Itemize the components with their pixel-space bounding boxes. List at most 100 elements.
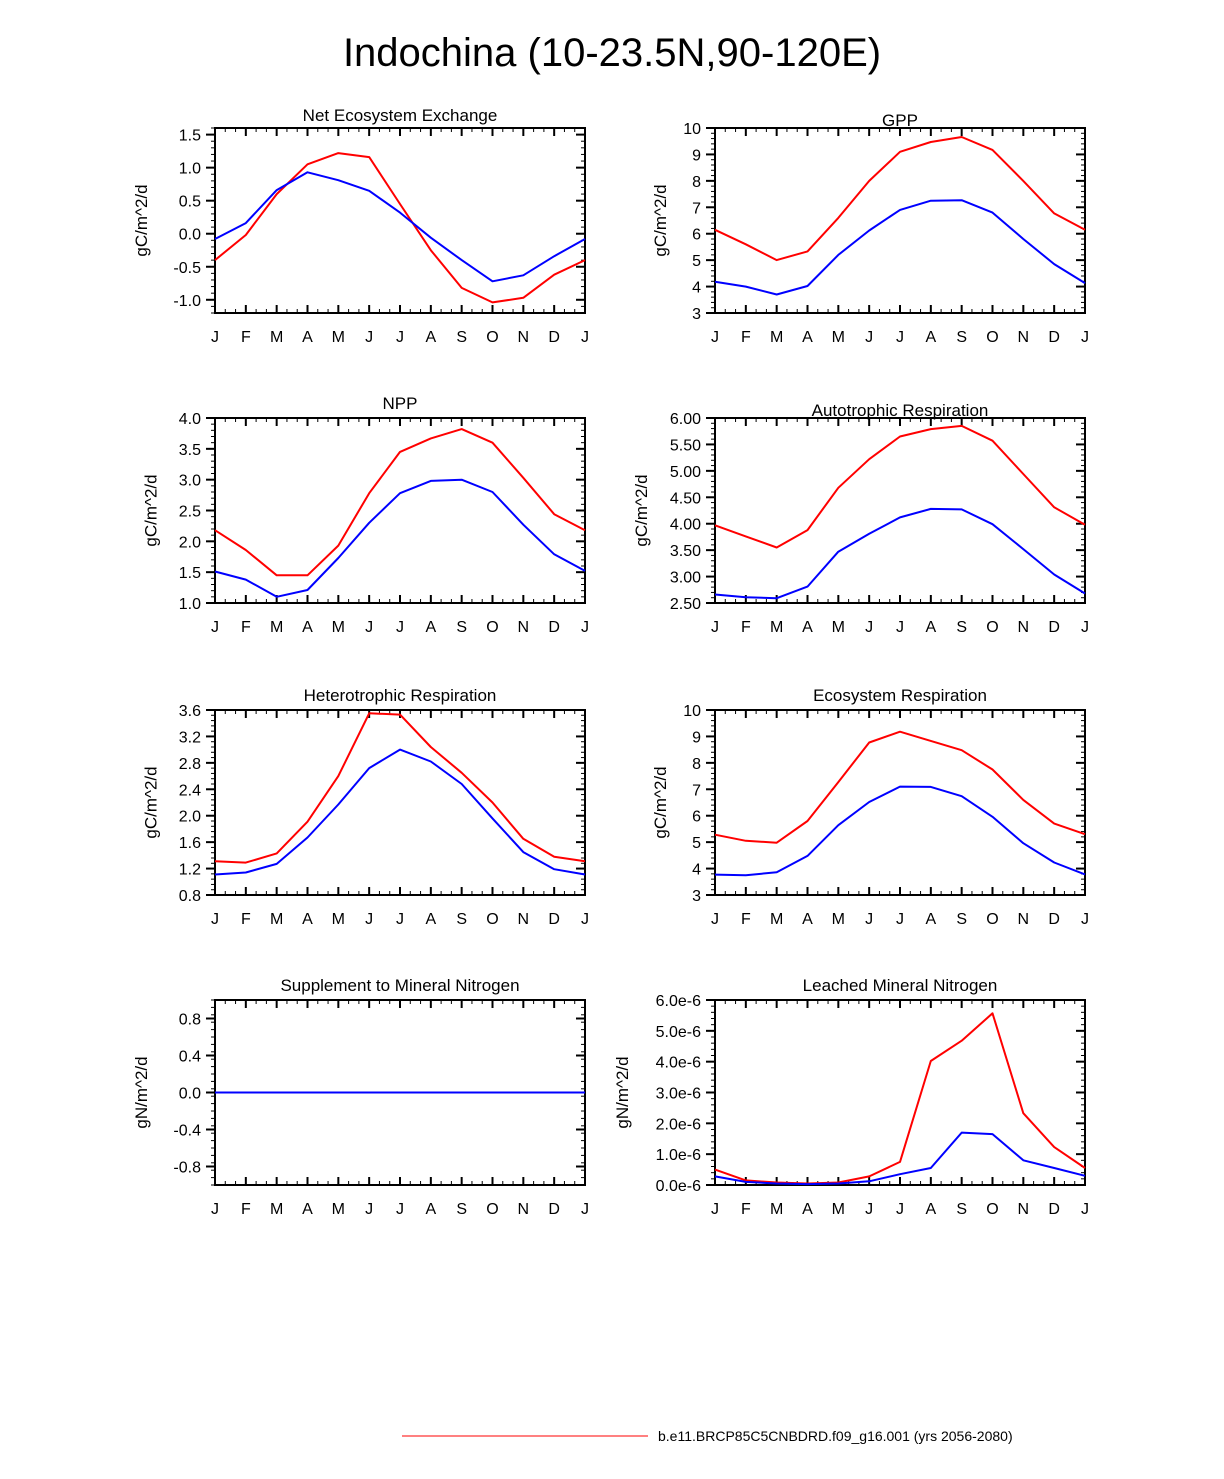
panel-2-ytick-label: 8 — [692, 174, 701, 191]
panel-5-title: Heterotrophic Respiration — [304, 686, 497, 705]
panel-1-frame — [214, 127, 586, 314]
panel-8-xtick-label: N — [1018, 1201, 1030, 1218]
panel-1: J F M A M J J A S O N D J -1.0 -0.5 0.0 0.5 1.0 1.5 gC/m^2/… — [132, 106, 589, 346]
panel-2-ytick-label: 10 — [683, 121, 701, 138]
panel-4-ytick-label: 2.50 — [670, 596, 701, 613]
panel-2-title: GPP — [882, 111, 918, 130]
panel-8-xtick-label: J — [865, 1201, 873, 1218]
panel-1-xtick-label: M — [332, 329, 345, 346]
panel-2-xtick-label: J — [711, 329, 719, 346]
panel-3-ytick-label: 1.5 — [179, 565, 201, 582]
panel-3-xtick-label: N — [518, 619, 530, 636]
panel-1-ytick-label: -0.5 — [173, 260, 201, 277]
panel-3-xtick-label: J — [396, 619, 404, 636]
panel-6-xtick-label: M — [832, 911, 845, 928]
panel-3-xtick-label: D — [548, 619, 560, 636]
panel-3-xtick-label: S — [456, 619, 467, 636]
panel-2-xtick-label: M — [832, 329, 845, 346]
panel-1-title: Net Ecosystem Exchange — [303, 106, 498, 125]
panel-3-xtick-label: O — [486, 619, 498, 636]
panel-5-ytick-label: 1.6 — [179, 835, 201, 852]
panel-5-xtick-label: S — [456, 911, 467, 928]
panel-7-xtick-label: J — [581, 1201, 589, 1218]
panel-5: J F M A M J J A S O N D J 0.8 1.2 1.6 2.0 2.4 2.8 3.2 3.6 gC/… — [142, 686, 590, 928]
panel-4-series-blue — [714, 507, 1086, 600]
panel-1-ytick-label: 1.0 — [179, 161, 201, 178]
panel-2-frame — [714, 127, 1086, 314]
panel-2-xtick-label: J — [1081, 329, 1089, 346]
panel-4-xtick-label: S — [956, 619, 967, 636]
panel-4-ytick-label: 5.50 — [670, 437, 701, 454]
panel-6-xtick-label: J — [896, 911, 904, 928]
panel-3-ytick-label: 1.0 — [179, 596, 201, 613]
panel-4-ytick-label: 4.00 — [670, 517, 701, 534]
panel-4-xtick-label: O — [986, 619, 998, 636]
panel-8-xtick-label: J — [711, 1201, 719, 1218]
panel-5-xtick-label: J — [581, 911, 589, 928]
panel-7-xtick-label: S — [456, 1201, 467, 1218]
panel-1-ytick-label: 0.0 — [179, 227, 201, 244]
panel-3-xtick-label: A — [302, 619, 313, 636]
panel-6-xtick-label: M — [770, 911, 783, 928]
panel-2-ytick-label: 7 — [692, 200, 701, 217]
panel-5-xtick-label: O — [486, 911, 498, 928]
panel-5-xtick-label: J — [396, 911, 404, 928]
panel-8-xtick-label: D — [1048, 1201, 1060, 1218]
panel-4-ylabel: gC/m^2/d — [632, 474, 651, 546]
panel-6-xtick-label: J — [1081, 911, 1089, 928]
panel-3-xtick-label: M — [332, 619, 345, 636]
panel-4-ytick-label: 6.00 — [670, 411, 701, 428]
panel-8-xtick-label: A — [802, 1201, 813, 1218]
panel-3-xtick-label: J — [581, 619, 589, 636]
panel-8-xtick-label: J — [896, 1201, 904, 1218]
panel-1-xtick-label: J — [581, 329, 589, 346]
panel-2-xtick-label: M — [770, 329, 783, 346]
panel-2-xtick-label: S — [956, 329, 967, 346]
panel-6-series-blue — [714, 785, 1086, 877]
panel-4-ytick-label: 4.50 — [670, 490, 701, 507]
panel-8-ytick-label: 2.0e-6 — [656, 1116, 701, 1133]
panel-3-series-red — [214, 428, 586, 577]
panel-5-ytick-label: 2.4 — [179, 782, 201, 799]
panel-6-ytick-label: 4 — [692, 862, 701, 879]
panel-8-series-red — [714, 1012, 1086, 1185]
panel-6-ytick-label: 10 — [683, 703, 701, 720]
panel-3-ylabel: gC/m^2/d — [142, 474, 161, 546]
panel-3-ytick-label: 4.0 — [179, 411, 201, 428]
panel-5-ytick-label: 2.0 — [179, 809, 201, 826]
panel-8-ytick-label: 3.0e-6 — [656, 1086, 701, 1103]
panel-5-xtick-label: M — [270, 911, 283, 928]
panel-1-ylabel: gC/m^2/d — [132, 184, 151, 256]
panel-3-ytick-label: 3.5 — [179, 442, 201, 459]
panel-3-xtick-label: M — [270, 619, 283, 636]
panel-7-ytick-label: -0.8 — [173, 1160, 201, 1177]
panel-5-xtick-label: M — [332, 911, 345, 928]
panels: J F M A M J J A S O N D J -1.0 -0.5 0.0 0.5 1.0 1.5 gC/m^2/… — [132, 106, 1089, 1218]
panel-1-xtick-label: M — [270, 329, 283, 346]
panel-6-title: Ecosystem Respiration — [813, 686, 987, 705]
panel-3-ytick-label: 3.0 — [179, 473, 201, 490]
panel-2-ylabel: gC/m^2/d — [651, 184, 670, 256]
panel-6-xtick-label: D — [1048, 911, 1060, 928]
panel-1-series-blue — [214, 171, 586, 283]
panel-8-ytick-label: 4.0e-6 — [656, 1055, 701, 1072]
panel-7-xtick-label: N — [518, 1201, 530, 1218]
panel-4-xtick-label: J — [1081, 619, 1089, 636]
panel-8-xtick-label: S — [956, 1201, 967, 1218]
panel-5-xtick-label: J — [211, 911, 219, 928]
panel-5-ytick-label: 2.8 — [179, 756, 201, 773]
panel-7-xtick-label: J — [211, 1201, 219, 1218]
panel-1-xtick-label: N — [518, 329, 530, 346]
panel-8-xtick-label: M — [770, 1201, 783, 1218]
panel-2-ytick-label: 4 — [692, 280, 701, 297]
panel-8: J F M A M J J A S O N D J 0.0e-6 1.0e-6 2.0e-6 3.0e-6 4.0… — [613, 976, 1089, 1218]
panel-5-ytick-label: 3.6 — [179, 703, 201, 720]
panel-4-xtick-label: J — [711, 619, 719, 636]
panel-7-xtick-label: A — [302, 1201, 313, 1218]
panel-7-xtick-label: M — [270, 1201, 283, 1218]
panel-5-series-blue — [214, 748, 586, 876]
panel-7-xtick-label: F — [241, 1201, 251, 1218]
panel-6-ytick-label: 9 — [692, 729, 701, 746]
